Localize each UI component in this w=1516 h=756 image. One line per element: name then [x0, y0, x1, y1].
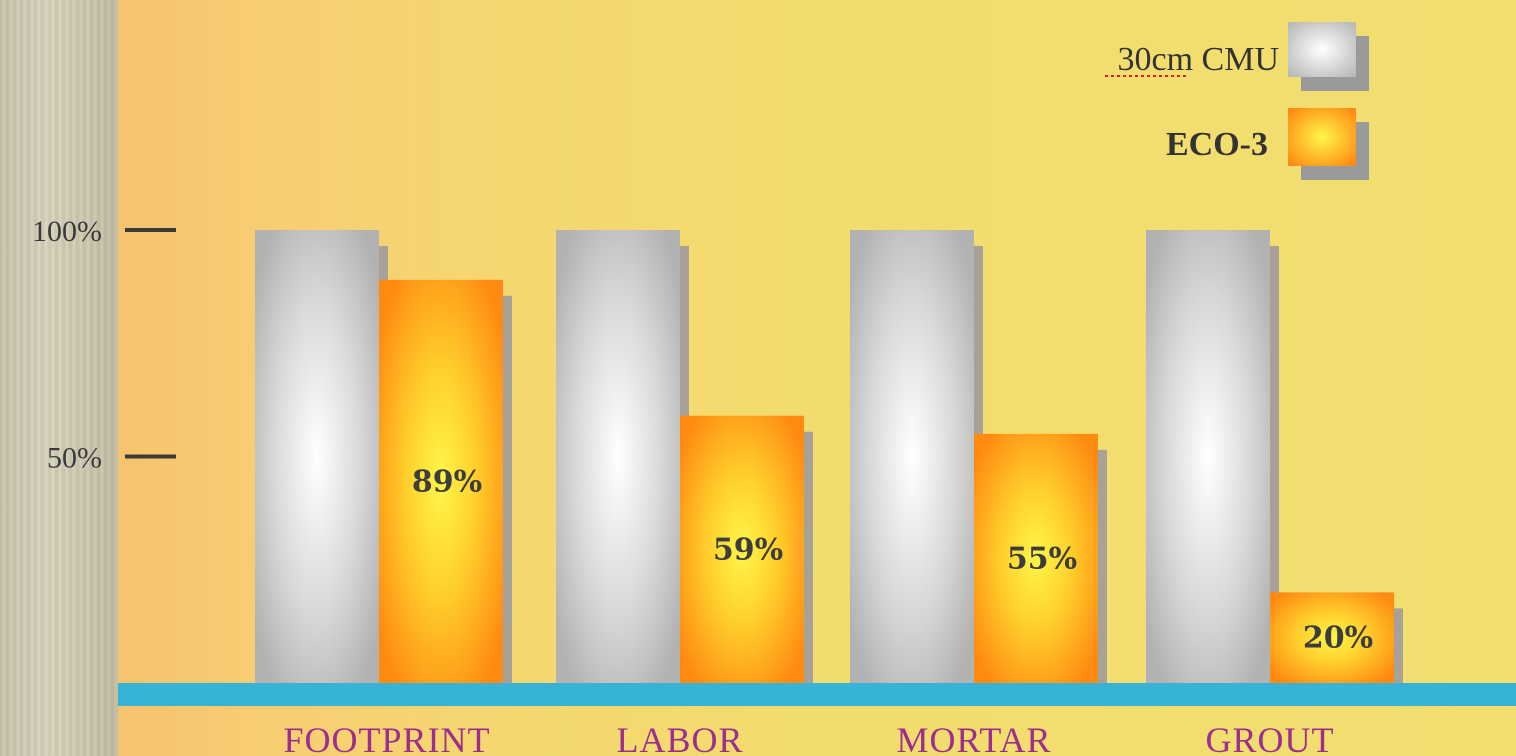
y-tick-label: 50%	[47, 442, 102, 475]
category-label: LABOR	[616, 720, 743, 756]
legend-eco-label: ECO-3	[1166, 126, 1268, 163]
bar-shadow	[1394, 608, 1403, 683]
bar-eco	[379, 279, 503, 683]
bar-value-label: 59%	[713, 532, 783, 567]
bar-cmu	[255, 230, 379, 683]
y-axis-ticks: 100% 50%	[32, 215, 176, 475]
bar-shadow	[503, 295, 512, 683]
bar-shadow	[804, 431, 813, 683]
category-label: FOOTPRINT	[283, 720, 490, 756]
category-label: GROUT	[1206, 720, 1335, 756]
legend: 30cm CMU ECO-3	[1105, 22, 1369, 180]
bar-eco	[974, 433, 1098, 683]
legend-cmu-label: 30cm CMU	[1118, 41, 1280, 78]
bar-eco	[680, 415, 804, 683]
bar-cmu	[1146, 230, 1270, 683]
bar-shadow	[1098, 449, 1107, 683]
category-label: MORTAR	[897, 720, 1052, 756]
bar-shadow	[1270, 246, 1279, 683]
legend-eco-swatch	[1288, 108, 1356, 166]
legend-cmu-swatch	[1288, 22, 1356, 77]
bar-cmu	[556, 230, 680, 683]
bar-value-label: 20%	[1303, 621, 1373, 656]
bar-value-label: 89%	[412, 464, 482, 499]
wood-texture-sidebar	[0, 0, 118, 756]
y-tick-label: 100%	[32, 215, 102, 248]
bars-group: 89% 59% 55% 20%	[255, 230, 1403, 683]
bar-cmu	[850, 230, 974, 683]
bar-eco	[1270, 592, 1394, 683]
x-axis-baseline	[118, 683, 1516, 706]
category-labels: FOOTPRINT LABOR MORTAR GROUT	[283, 720, 1335, 756]
bar-value-label: 55%	[1007, 541, 1077, 576]
